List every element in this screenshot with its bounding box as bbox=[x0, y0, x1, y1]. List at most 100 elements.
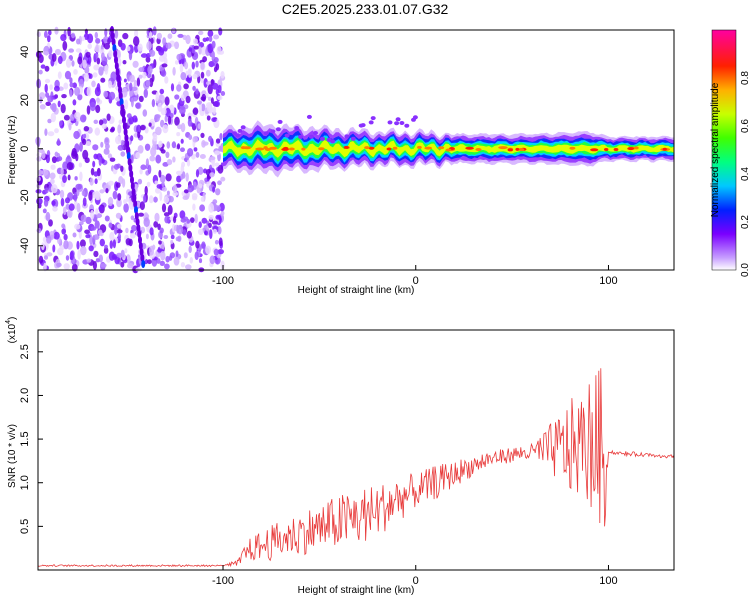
band-blob bbox=[235, 133, 241, 138]
noise-speck bbox=[161, 181, 165, 187]
y-tick-label: 2.5 bbox=[19, 344, 31, 359]
noise-speck bbox=[179, 210, 186, 220]
noise-speck bbox=[108, 222, 113, 229]
noise-speck bbox=[36, 176, 41, 182]
noise-speck bbox=[71, 150, 78, 159]
noise-speck bbox=[191, 193, 198, 199]
noise-speck bbox=[57, 100, 61, 108]
noise-streak bbox=[121, 110, 126, 118]
noise-speck bbox=[76, 202, 81, 213]
noise-speck bbox=[74, 86, 81, 96]
band-hotspot bbox=[590, 148, 599, 152]
noise-speck bbox=[129, 82, 133, 92]
noise-speck bbox=[147, 65, 153, 75]
noise-speck bbox=[97, 229, 103, 236]
noise-speck bbox=[213, 34, 220, 40]
noise-speck bbox=[140, 53, 148, 58]
noise-speck bbox=[209, 172, 215, 178]
noise-speck bbox=[154, 212, 160, 222]
noise-speck bbox=[108, 251, 115, 261]
noise-speck bbox=[79, 239, 86, 248]
colorbar-tick-label: 0.2 bbox=[740, 215, 750, 229]
noise-speck bbox=[127, 263, 134, 269]
noise-speck bbox=[53, 231, 60, 240]
noise-speck bbox=[41, 150, 46, 159]
noise-speck bbox=[36, 137, 41, 147]
noise-speck bbox=[137, 145, 144, 154]
noise-speck bbox=[112, 239, 116, 249]
noise-speck bbox=[66, 210, 72, 218]
noise-speck bbox=[116, 223, 122, 229]
noise-speck bbox=[160, 250, 166, 261]
band-hotspot bbox=[343, 145, 349, 149]
noise-speck bbox=[75, 183, 82, 190]
y-tick-label: 2.0 bbox=[19, 388, 31, 403]
noise-speck bbox=[162, 37, 167, 46]
noise-speck bbox=[167, 115, 172, 125]
noise-speck bbox=[215, 214, 222, 220]
band-hotspot bbox=[633, 146, 639, 150]
figure-title: C2E5.2025.233.01.07.G32 bbox=[282, 1, 449, 17]
noise-speck bbox=[90, 167, 95, 176]
spectrogram-panel: -40 -20 0 20 40 -100 0 100 Height of straight … bbox=[7, 26, 675, 296]
noise-speck bbox=[200, 132, 205, 138]
noise-speck bbox=[139, 168, 143, 175]
noise-speck bbox=[164, 76, 169, 84]
noise-speck bbox=[205, 245, 212, 255]
noise-speck bbox=[142, 71, 147, 79]
noise-speck bbox=[91, 80, 96, 88]
noise-speck bbox=[113, 163, 120, 170]
noise-speck bbox=[120, 43, 126, 51]
noise-speck bbox=[174, 41, 180, 50]
noise-speck bbox=[88, 191, 93, 201]
noise-speck bbox=[82, 59, 87, 69]
noise-speck bbox=[87, 43, 92, 50]
noise-speck bbox=[107, 196, 114, 207]
noise-speck bbox=[98, 156, 102, 166]
noise-speck bbox=[164, 115, 168, 123]
noise-speck bbox=[63, 82, 69, 90]
x-tick-label: -100 bbox=[212, 275, 234, 287]
noise-speck bbox=[68, 48, 74, 53]
noise-speck bbox=[180, 138, 184, 144]
noise-speck bbox=[172, 66, 176, 76]
band-hotspot bbox=[604, 148, 609, 151]
noise-speck bbox=[166, 141, 171, 149]
noise-speck bbox=[201, 217, 208, 224]
noise-speck bbox=[214, 239, 219, 245]
noise-streak bbox=[138, 236, 142, 244]
noise-speck bbox=[183, 83, 189, 90]
noise-speck bbox=[160, 69, 167, 77]
noise-speck bbox=[210, 97, 214, 104]
noise-speck bbox=[105, 188, 109, 194]
noise-speck bbox=[60, 103, 66, 114]
noise-speck bbox=[208, 222, 212, 228]
noise-speck bbox=[47, 131, 55, 137]
band-hotspot bbox=[392, 146, 398, 150]
noise-speck bbox=[217, 226, 222, 235]
noise-speck bbox=[192, 85, 196, 91]
noise-speck bbox=[145, 158, 149, 168]
noise-speck bbox=[124, 99, 129, 110]
noise-streak bbox=[120, 104, 125, 112]
noise-speck bbox=[153, 196, 158, 203]
noise-speck bbox=[39, 104, 46, 110]
band-hotspot bbox=[498, 146, 508, 150]
noise-speck bbox=[193, 147, 198, 152]
noise-speck bbox=[69, 82, 74, 88]
band-hotspot bbox=[613, 148, 619, 151]
noise-speck bbox=[169, 252, 176, 259]
noise-speck bbox=[191, 185, 195, 191]
noise-speck bbox=[120, 165, 124, 172]
noise-speck bbox=[93, 153, 98, 160]
noise-speck bbox=[108, 180, 114, 186]
noise-speck bbox=[59, 189, 65, 199]
noise-speck bbox=[132, 60, 139, 68]
noise-speck bbox=[36, 156, 42, 162]
noise-speck bbox=[118, 119, 123, 125]
noise-speck bbox=[159, 94, 163, 100]
noise-speck bbox=[177, 235, 182, 242]
noise-speck bbox=[160, 119, 165, 128]
noise-speck bbox=[152, 143, 158, 151]
noise-speck bbox=[66, 162, 74, 171]
